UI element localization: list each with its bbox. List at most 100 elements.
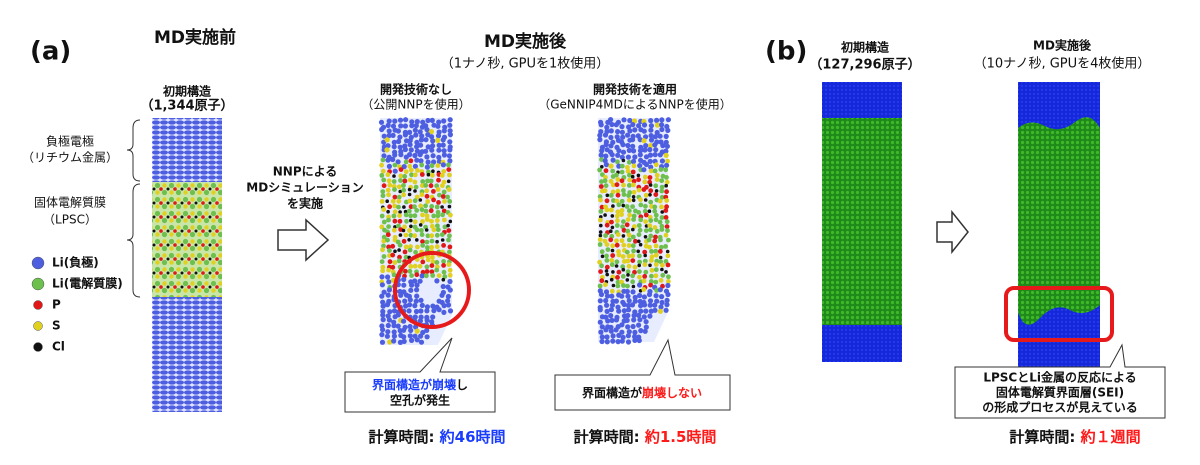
- atom: [603, 153, 609, 159]
- atom: [599, 338, 605, 345]
- atom: [659, 158, 666, 164]
- atom: [428, 208, 434, 214]
- atom: [657, 249, 663, 254]
- atom: [626, 159, 632, 165]
- atom: [630, 279, 636, 285]
- atom: [604, 258, 610, 263]
- atom: [608, 163, 614, 169]
- atom: [380, 268, 386, 274]
- atom: [385, 292, 391, 298]
- atom: [408, 204, 414, 210]
- atom: [424, 239, 430, 245]
- atom: [379, 332, 385, 338]
- atom: [403, 138, 410, 144]
- atom: [397, 117, 404, 123]
- atom: [658, 304, 664, 310]
- atom: [648, 133, 654, 139]
- atom: [429, 263, 435, 268]
- atom: [381, 153, 387, 159]
- atom: [429, 269, 435, 275]
- atom: [396, 198, 402, 204]
- atom: [638, 242, 643, 247]
- atom: [644, 224, 649, 228]
- atom: [599, 263, 604, 269]
- atom: [638, 217, 644, 223]
- atom: [614, 264, 619, 268]
- legend-swatch: [31, 256, 45, 270]
- atom: [420, 259, 426, 265]
- atom: [625, 339, 632, 345]
- atom: [636, 210, 642, 215]
- atom: [445, 302, 452, 308]
- atom: [642, 258, 648, 264]
- atom: [659, 244, 664, 250]
- atom: [647, 158, 653, 164]
- atom: [386, 217, 391, 223]
- atom: [447, 158, 453, 164]
- atom: [643, 308, 649, 314]
- atom: [447, 244, 453, 250]
- atom: [408, 232, 414, 238]
- initial-atoms: （1,344原子）: [140, 98, 233, 114]
- atom: [429, 204, 435, 209]
- time-label: 計算時間:: [368, 428, 439, 446]
- after-title: MD実施後: [484, 31, 567, 52]
- atom: [379, 274, 385, 280]
- atom: [647, 147, 653, 153]
- atom: [381, 234, 387, 240]
- atom: [626, 147, 632, 153]
- atom: [440, 142, 446, 148]
- atom: [414, 148, 420, 154]
- legend-swatch: [33, 342, 43, 352]
- atom: [404, 218, 409, 224]
- callout-text: 空孔が発生: [390, 393, 450, 408]
- atom: [605, 272, 609, 277]
- atom: [598, 184, 604, 189]
- atom: [434, 232, 440, 238]
- atom: [632, 154, 638, 160]
- atom: [643, 235, 648, 239]
- atom: [647, 313, 653, 319]
- atom: [642, 262, 648, 267]
- atom: [641, 287, 647, 292]
- atom: [415, 238, 419, 242]
- atom: [447, 287, 453, 293]
- atom: [401, 282, 407, 288]
- atom: [419, 207, 425, 213]
- atom: [658, 278, 664, 283]
- atom: [408, 244, 413, 250]
- atom: [403, 117, 409, 123]
- atom: [386, 287, 392, 293]
- atom: [414, 272, 420, 278]
- atom: [386, 244, 391, 250]
- atom: [652, 238, 658, 244]
- atom: [632, 269, 637, 275]
- atom: [424, 317, 430, 323]
- atom: [437, 192, 442, 198]
- atom: [625, 168, 631, 174]
- atom: [396, 204, 401, 210]
- atom: [407, 142, 413, 148]
- atom: [631, 195, 636, 199]
- atom: [597, 167, 602, 173]
- arrow-text: NNPによる: [273, 165, 338, 179]
- atom: [643, 143, 649, 149]
- atom: [619, 198, 625, 204]
- atom: [664, 204, 669, 210]
- atom: [390, 123, 397, 129]
- atom: [665, 253, 671, 259]
- atom: [621, 242, 627, 248]
- atom: [620, 264, 626, 270]
- atom: [643, 192, 649, 198]
- atom: [409, 172, 414, 178]
- atom: [420, 239, 425, 245]
- atom: [626, 197, 632, 203]
- atom: [625, 278, 630, 282]
- atom: [402, 146, 408, 153]
- atom: [636, 322, 642, 328]
- atom: [412, 198, 418, 204]
- atom: [657, 152, 663, 158]
- atom: [387, 182, 393, 188]
- atom: [616, 163, 622, 169]
- atom: [442, 217, 447, 223]
